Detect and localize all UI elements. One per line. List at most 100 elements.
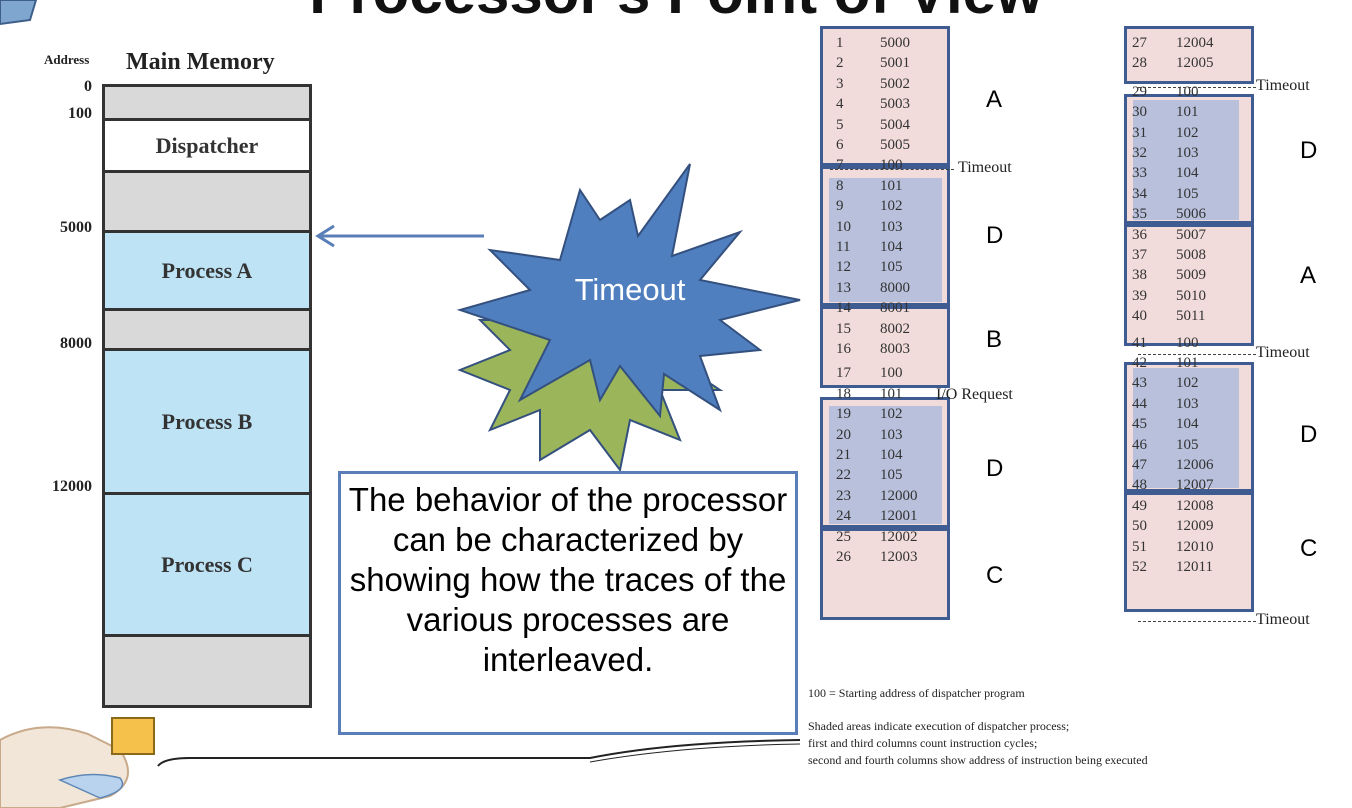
instruction-address: 5008 xyxy=(1176,247,1206,263)
event-label-timeout: Timeout xyxy=(1256,344,1310,361)
trace-row: 43 102 xyxy=(1132,375,1199,392)
trace-row: 34 105 xyxy=(1132,186,1199,203)
main-memory-block: Dispatcher Process A Process B Process C xyxy=(102,84,312,708)
instruction-address: 103 xyxy=(1176,145,1199,161)
trace-row: 40 5011 xyxy=(1132,308,1205,325)
trace-row: 11 104 xyxy=(836,239,903,256)
trace-row: 16 8003 xyxy=(836,341,910,358)
instruction-address: 5011 xyxy=(1176,308,1206,325)
trace-row: 52 12011 xyxy=(1132,559,1213,576)
instruction-address: 5009 xyxy=(1176,267,1206,284)
instruction-address: 103 xyxy=(1176,395,1199,412)
instruction-address: 5010 xyxy=(1176,287,1206,304)
segment-label: Process C xyxy=(161,551,253,577)
trace-row: 18 101 xyxy=(836,386,903,403)
segment-label: Process B xyxy=(161,408,253,434)
event-label-io-request: I/O Request xyxy=(936,386,1013,403)
note-line: 100 = Starting address of dispatcher pro… xyxy=(808,686,1025,700)
trace-row: 4 5003 xyxy=(836,96,910,113)
trace-row: 14 8001 xyxy=(836,300,910,317)
instruction-address: 5007 xyxy=(1176,226,1206,243)
cycle-number: 33 xyxy=(1132,165,1147,182)
trace-row: 21 104 xyxy=(836,447,903,464)
process-label: B xyxy=(986,326,1003,353)
trace-row: 6 5005 xyxy=(836,137,910,154)
memory-segment-process-a: Process A xyxy=(105,230,309,308)
instruction-address: 104 xyxy=(880,239,903,255)
cycle-number: 30 xyxy=(1132,104,1147,121)
instruction-address: 12006 xyxy=(1176,457,1214,473)
trace-row: 26 12003 xyxy=(836,549,918,566)
trace-row: 36 5007 xyxy=(1132,227,1206,244)
instruction-address: 101 xyxy=(880,385,903,402)
note-line: second and fourth columns show address o… xyxy=(808,753,1148,767)
memory-segment-dispatcher: Dispatcher xyxy=(105,118,309,170)
trace-row: 44 103 xyxy=(1132,396,1199,413)
cycle-number: 39 xyxy=(1132,287,1147,304)
cycle-number: 11 xyxy=(836,239,851,255)
trace-row: 39 5010 xyxy=(1132,288,1206,305)
cycle-number: 5 xyxy=(836,116,844,133)
cycle-number: 35 xyxy=(1132,206,1147,223)
instruction-address: 8001 xyxy=(880,300,910,317)
event-divider xyxy=(830,169,954,170)
memory-gap xyxy=(105,634,309,705)
hand-clipart-icon xyxy=(0,717,155,808)
instruction-address: 5003 xyxy=(880,96,910,113)
cycle-number: 1 xyxy=(836,35,844,51)
instruction-address: 104 xyxy=(1176,416,1199,433)
event-divider xyxy=(1138,87,1256,88)
trace-box-c xyxy=(1124,26,1254,84)
trace-row: 48 12007 xyxy=(1132,477,1214,494)
instruction-address: 100 xyxy=(880,157,903,174)
trace-row: 20 103 xyxy=(836,427,903,444)
instruction-address: 12009 xyxy=(1176,518,1214,535)
starburst-label: Timeout xyxy=(574,272,686,307)
callout-connector xyxy=(157,739,801,767)
address-header: Address xyxy=(44,52,90,67)
instruction-address: 105 xyxy=(880,467,903,484)
memory-gap xyxy=(105,87,309,118)
cycle-number: 7 xyxy=(836,157,844,174)
event-divider xyxy=(1138,354,1256,355)
trace-row: 24 12001 xyxy=(836,508,918,525)
instruction-address: 5004 xyxy=(880,116,910,133)
cycle-number: 12 xyxy=(836,259,851,276)
trace-row: 47 12006 xyxy=(1132,457,1214,474)
cycle-number: 25 xyxy=(836,528,851,545)
trace-row: 8 101 xyxy=(836,178,903,195)
instruction-address: 12004 xyxy=(1176,35,1214,51)
cycle-number: 45 xyxy=(1132,416,1147,433)
instruction-address: 12002 xyxy=(880,528,918,545)
arrow-head-icon xyxy=(315,224,335,248)
trace-row: 42 101 xyxy=(1132,355,1199,372)
cycle-number: 4 xyxy=(836,96,844,113)
cycle-number: 36 xyxy=(1132,226,1147,243)
trace-row: 31 102 xyxy=(1132,125,1199,142)
trace-row: 12 105 xyxy=(836,259,903,276)
instruction-address: 102 xyxy=(1176,375,1199,392)
instruction-address: 8000 xyxy=(880,279,910,296)
instruction-address: 100 xyxy=(1176,334,1199,351)
trace-row: 30 101 xyxy=(1132,104,1199,121)
trace-row: 50 12009 xyxy=(1132,518,1214,535)
process-label: A xyxy=(986,86,1003,113)
cycle-number: 17 xyxy=(836,365,851,382)
trace-row: 35 5006 xyxy=(1132,206,1206,223)
instruction-address: 103 xyxy=(880,218,903,235)
cycle-number: 34 xyxy=(1132,185,1147,202)
trace-row: 38 5009 xyxy=(1132,267,1206,284)
trace-row: 46 105 xyxy=(1132,437,1199,454)
cycle-number: 13 xyxy=(836,279,851,296)
trace-row: 2 5001 xyxy=(836,55,910,72)
cycle-number: 21 xyxy=(836,447,851,463)
cycle-number: 42 xyxy=(1132,355,1147,371)
trace-row: 17 100 xyxy=(836,365,903,382)
callout-box xyxy=(338,471,798,735)
instruction-address: 102 xyxy=(880,406,903,423)
event-label-timeout: Timeout xyxy=(1256,611,1310,628)
trace-row: 13 8000 xyxy=(836,280,910,297)
cycle-number: 24 xyxy=(836,508,851,525)
trace-row: 15 8002 xyxy=(836,321,910,338)
trace-row: 22 105 xyxy=(836,467,903,484)
